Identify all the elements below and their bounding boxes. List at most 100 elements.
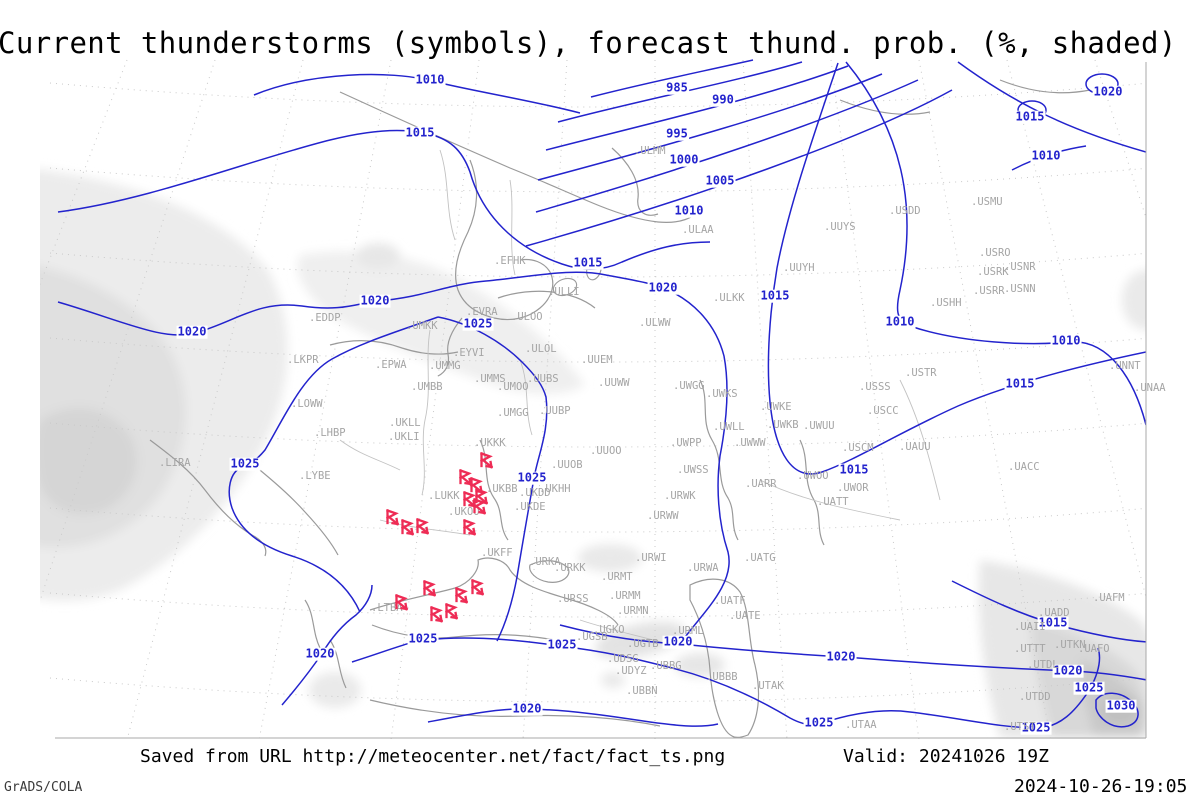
station-label: .UTDL [1027,658,1059,671]
isobar-label: 1020 [176,324,208,339]
isobar-label: 1010 [1050,333,1082,348]
station-label: .UKLI [388,430,420,443]
station-label: .UTAA [845,718,877,731]
station-label: .URKK [554,561,586,574]
station-label: .UMBB [411,380,443,393]
station-label: .ULOO [511,310,543,323]
valid-time-text: Valid: 20241026 19Z [843,746,1049,767]
station-label: .UNAA [1134,381,1166,394]
station-label: .URML [672,624,704,637]
coastline-layer [149,79,1091,738]
station-label: .USCM [842,441,874,454]
station-label: .UACC [1008,460,1040,473]
station-label: .URMT [601,570,633,583]
station-label: .UTST [1004,720,1036,733]
station-label: .UWUU [803,419,835,432]
isobar-label: 1020 [304,646,336,661]
station-label: .USTR [905,366,937,379]
thunderstorm-symbol [420,579,440,599]
station-label: .UUOB [551,458,583,471]
isobar-label: 1025 [516,470,548,485]
station-label: .UATF [714,594,746,607]
station-label: .UMOO [497,380,529,393]
thunderstorm-symbol [442,602,462,622]
station-label: .LUKK [428,489,460,502]
station-label: .UWOR [837,481,869,494]
isobar-label: 1005 [704,173,736,188]
station-label: .EPWA [375,358,407,371]
station-label: .UKFF [481,546,513,559]
station-label: .USNR [1004,260,1036,273]
station-label: .UKHH [539,482,571,495]
station-label: .UBBG [650,659,682,672]
station-label: .UKDD [519,486,551,499]
station-label: .UAII [1014,620,1046,633]
grads-credit-text: GrADS/COLA [4,780,83,795]
station-label: .LYBE [299,469,331,482]
isobar-label: 1020 [1052,663,1084,678]
station-label: .UDSG [607,652,639,665]
station-label: .UDYZ [615,664,647,677]
station-label: .USMU [971,195,1003,208]
thunderstorm-symbol [468,578,488,598]
station-label: .URWA [687,561,719,574]
station-label: .UUOO [590,444,622,457]
station-label: .EDDP [309,311,341,324]
thunderstorm-symbol [452,586,472,606]
station-label: .UUBS [527,372,559,385]
graticule-layer [40,59,1146,739]
station-label: .ULKK [713,291,745,304]
station-label: .URWK [664,489,696,502]
station-label: .UAFO [1078,642,1110,655]
station-label: .ULOL [525,342,557,355]
isobar-label: 985 [665,80,689,95]
station-label: .UATE [729,609,761,622]
station-label: .LKPR [287,353,319,366]
station-label: .UTTT [1014,642,1046,655]
station-label: .URMM [609,589,641,602]
thunderstorm-symbol [456,468,476,488]
isobar-label: 1020 [1092,84,1124,99]
isobar-label: 1010 [673,203,705,218]
station-label: .UAFM [1093,591,1125,604]
station-label: .UUBP [539,404,571,417]
isobar-label: 1020 [647,280,679,295]
isobar-label: 1010 [1030,148,1062,163]
station-label: .USSS [859,380,891,393]
isobar-label: 1020 [511,701,543,716]
station-label: .UKKK [474,436,506,449]
station-label: .UMMS [474,372,506,385]
station-label: .UKOO [448,505,480,518]
station-label: .LHBP [314,426,346,439]
station-label: .UUYS [824,220,856,233]
station-label: .UATG [744,551,776,564]
station-label: .UMGG [497,406,529,419]
station-label: .URWI [635,551,667,564]
station-label: .EVRA [466,305,498,318]
station-label: .UWWW [734,436,766,449]
station-label: .UGTB [627,637,659,650]
thunderstorm-symbol [398,518,418,538]
isobar-label: 995 [665,126,689,141]
isobar-label: 1025 [1073,680,1105,695]
thunderstorm-symbol [427,605,447,625]
station-label: .UWPP [670,436,702,449]
station-label: .URWW [647,509,679,522]
station-label: .UKBB [486,482,518,495]
isobar-label: 1025 [407,631,439,646]
station-label: .UWKS [706,387,738,400]
creation-timestamp-text: 2024-10-26-19:05 [1014,776,1188,797]
thunderstorm-symbol [383,508,403,528]
map-title: Current thunderstorms (symbols), forecas… [0,26,1177,60]
thunderstorm-symbol [477,451,497,471]
isobar-label: 1020 [825,649,857,664]
station-label: .EFHK [494,254,526,267]
saved-from-url-text: Saved from URL http://meteocenter.net/fa… [140,746,726,767]
station-label: .USRK [977,265,1009,278]
station-label: .ULLI [548,285,580,298]
isobar-label: 1015 [572,255,604,270]
station-label: .UWGG [673,379,705,392]
isobar-label: 1015 [1037,615,1069,630]
